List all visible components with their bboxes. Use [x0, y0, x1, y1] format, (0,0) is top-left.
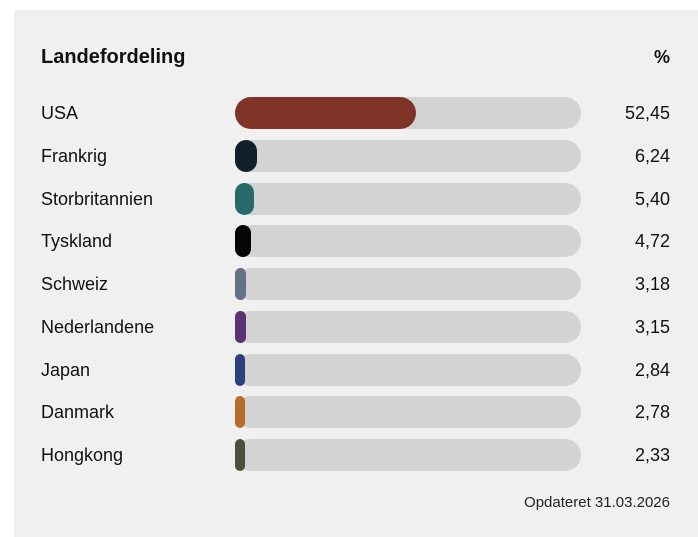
- bar-track: [235, 268, 581, 300]
- chart-title: Landefordeling: [41, 46, 186, 68]
- bar-track: [235, 97, 581, 129]
- country-label: USA: [41, 103, 79, 123]
- bar-row: Tyskland 4,72: [14, 224, 698, 258]
- country-label: Schweiz: [41, 274, 109, 294]
- value-label: 2,33: [634, 445, 670, 465]
- bar-fill: [235, 139, 257, 172]
- unit-header: %: [653, 47, 670, 67]
- bar-track: [235, 182, 581, 215]
- value-label: 2,84: [634, 359, 670, 380]
- updated-date: Opdateret 31.03.2026: [524, 494, 670, 511]
- bar-row: USA 52,45: [14, 96, 698, 130]
- bar-track: [235, 439, 581, 471]
- bar-row: Schweiz 3,18: [14, 267, 698, 301]
- bar-fill: [235, 182, 254, 215]
- bar-track: [235, 396, 581, 429]
- bar-row: Storbritannien 5,40: [14, 182, 698, 216]
- bar-track: [235, 139, 581, 172]
- country-label: Frankrig: [41, 145, 108, 166]
- bar-row: Danmark 2,78: [14, 395, 698, 429]
- country-label: Japan: [41, 359, 91, 380]
- bar-fill: [235, 225, 252, 258]
- bar-track: [235, 353, 581, 386]
- bar-track: [235, 225, 581, 258]
- bar-row: Frankrig 6,24: [14, 139, 698, 173]
- value-label: 3,18: [634, 274, 670, 294]
- bar-fill: [235, 439, 245, 471]
- country-label: Nederlandene: [41, 316, 155, 337]
- country-label: Storbritannien: [41, 188, 154, 209]
- value-label: 4,72: [634, 231, 670, 252]
- country-label: Tyskland: [41, 231, 113, 252]
- bar-row: Hongkong 2,33: [14, 438, 698, 472]
- value-label: 3,15: [634, 316, 670, 337]
- value-label: 5,40: [634, 188, 670, 209]
- bar-fill: [235, 353, 245, 386]
- bar-track: [235, 310, 581, 343]
- country-label: Hongkong: [41, 445, 124, 465]
- bar-fill: [235, 268, 246, 300]
- country-distribution-card: Landefordeling % USA 52,45 Frankrig 6,24 Sto…: [14, 10, 698, 537]
- bar-row: Nederlandene 3,15: [14, 310, 698, 344]
- bar-fill: [235, 97, 417, 129]
- bar-fill: [235, 310, 246, 343]
- bar-fill: [235, 396, 245, 429]
- value-label: 52,45: [624, 103, 670, 123]
- value-label: 2,78: [634, 402, 670, 423]
- country-label: Danmark: [41, 402, 115, 423]
- value-label: 6,24: [634, 145, 670, 166]
- bar-row: Japan 2,84: [14, 353, 698, 387]
